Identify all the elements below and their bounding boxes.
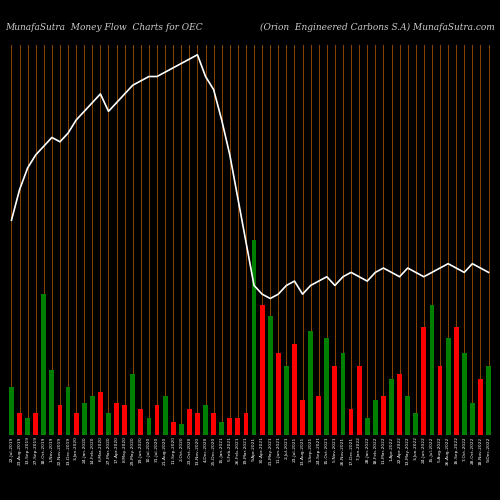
Bar <box>405 396 410 435</box>
Bar <box>203 404 208 435</box>
Bar <box>236 418 240 435</box>
Bar <box>114 402 119 435</box>
Bar <box>332 366 338 435</box>
Bar <box>300 400 305 435</box>
Bar <box>316 396 321 435</box>
Bar <box>34 414 38 435</box>
Bar <box>138 409 143 435</box>
Bar <box>454 326 458 435</box>
Text: (Orion  Engineered Carbons S.A) MunafaSutra.com: (Orion Engineered Carbons S.A) MunafaSut… <box>260 22 495 32</box>
Bar <box>381 396 386 435</box>
Bar <box>58 404 62 435</box>
Bar <box>25 418 30 435</box>
Bar <box>365 418 370 435</box>
Bar <box>284 366 289 435</box>
Text: MunafaSutra  Money Flow  Charts for OEC: MunafaSutra Money Flow Charts for OEC <box>5 22 202 32</box>
Bar <box>478 378 483 435</box>
Bar <box>244 414 248 435</box>
Bar <box>146 418 152 435</box>
Bar <box>179 424 184 435</box>
Bar <box>260 305 264 435</box>
Bar <box>130 374 135 435</box>
Bar <box>220 422 224 435</box>
Bar <box>348 409 354 435</box>
Bar <box>324 338 329 435</box>
Bar <box>74 414 78 435</box>
Bar <box>98 392 103 435</box>
Bar <box>42 294 46 435</box>
Bar <box>292 344 297 435</box>
Bar <box>106 414 111 435</box>
Bar <box>397 374 402 435</box>
Bar <box>228 418 232 435</box>
Bar <box>340 352 345 435</box>
Bar <box>195 414 200 435</box>
Bar <box>422 326 426 435</box>
Bar <box>122 404 127 435</box>
Bar <box>162 396 168 435</box>
Bar <box>66 388 70 435</box>
Bar <box>308 331 313 435</box>
Bar <box>470 402 475 435</box>
Bar <box>154 404 160 435</box>
Bar <box>486 366 491 435</box>
Bar <box>462 352 466 435</box>
Bar <box>373 400 378 435</box>
Bar <box>82 402 86 435</box>
Bar <box>430 305 434 435</box>
Bar <box>389 378 394 435</box>
Bar <box>187 409 192 435</box>
Bar <box>211 414 216 435</box>
Bar <box>446 338 450 435</box>
Bar <box>50 370 54 435</box>
Bar <box>252 240 256 435</box>
Bar <box>90 396 95 435</box>
Bar <box>414 414 418 435</box>
Bar <box>438 366 442 435</box>
Bar <box>268 316 272 435</box>
Bar <box>171 422 175 435</box>
Bar <box>276 352 280 435</box>
Bar <box>356 366 362 435</box>
Bar <box>17 414 22 435</box>
Bar <box>9 388 14 435</box>
